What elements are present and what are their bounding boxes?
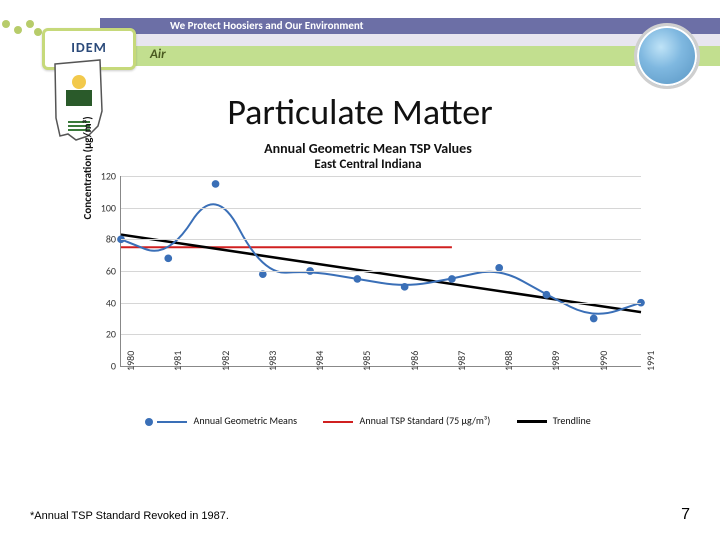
legend-item-means: Annual Geometric Means — [145, 414, 297, 427]
means-marker — [590, 315, 598, 323]
legend-item-standard: Annual TSP Standard (75 µg/m³) — [323, 414, 490, 427]
header-section: Air — [150, 45, 166, 65]
y-tick-label: 0 — [86, 360, 116, 373]
footnote: *Annual TSP Standard Revoked in 1987. — [30, 510, 229, 522]
x-tick-label: 1981 — [171, 351, 184, 371]
x-tick-label: 1984 — [313, 351, 326, 371]
means-marker — [354, 275, 362, 283]
x-tick-label: 1985 — [360, 351, 373, 371]
means-marker — [401, 283, 409, 291]
grid-line — [121, 176, 641, 177]
x-tick-label: 1986 — [408, 351, 421, 371]
x-tick-label: 1982 — [219, 351, 232, 371]
x-tick-label: 1988 — [502, 351, 515, 371]
legend-line-icon — [517, 420, 547, 423]
means-marker — [448, 275, 456, 283]
means-line — [121, 204, 641, 313]
y-tick-label: 100 — [86, 201, 116, 214]
trend-line — [121, 235, 641, 313]
grid-line — [121, 303, 641, 304]
grid-line — [121, 208, 641, 209]
legend-line-icon — [323, 421, 353, 423]
header-stripe-light — [100, 34, 720, 46]
x-tick-label: 1983 — [266, 351, 279, 371]
x-tick-label: 1990 — [597, 351, 610, 371]
x-tick-label: 1991 — [644, 351, 657, 371]
grid-line — [121, 271, 641, 272]
means-marker — [543, 291, 551, 299]
legend-line-icon — [157, 421, 187, 423]
chart-title: Annual Geometric Mean TSP Values — [70, 140, 666, 157]
legend-label: Annual Geometric Means — [194, 414, 297, 427]
y-tick-label: 120 — [86, 170, 116, 183]
x-tick-label: 1980 — [124, 351, 137, 371]
legend-label: Trendline — [553, 414, 591, 427]
chart-legend: Annual Geometric Means Annual TSP Standa… — [70, 413, 666, 427]
y-tick-label: 40 — [86, 296, 116, 309]
tsp-chart: Annual Geometric Mean TSP Values East Ce… — [70, 140, 666, 450]
x-tick-label: 1987 — [455, 351, 468, 371]
legend-marker-icon — [145, 418, 153, 426]
means-marker — [164, 254, 172, 262]
header-tagline: We Protect Hoosiers and Our Environment — [170, 18, 363, 34]
globe-icon — [634, 23, 700, 89]
grid-line — [121, 334, 641, 335]
decorative-dots — [0, 18, 42, 36]
y-tick-label: 20 — [86, 328, 116, 341]
y-tick-label: 60 — [86, 265, 116, 278]
legend-item-trend: Trendline — [517, 414, 591, 427]
page-number: 7 — [681, 506, 690, 524]
plot-area: Concentration (µg/m³) 020406080100120198… — [120, 176, 641, 367]
chart-subtitle: East Central Indiana — [70, 157, 666, 172]
legend-label: Annual TSP Standard (75 µg/m³) — [360, 414, 491, 427]
grid-line — [121, 239, 641, 240]
header-stripe-green — [100, 46, 720, 66]
means-marker — [212, 180, 220, 188]
x-tick-label: 1989 — [549, 351, 562, 371]
y-tick-label: 80 — [86, 233, 116, 246]
page-title: Particulate Matter — [0, 90, 720, 134]
